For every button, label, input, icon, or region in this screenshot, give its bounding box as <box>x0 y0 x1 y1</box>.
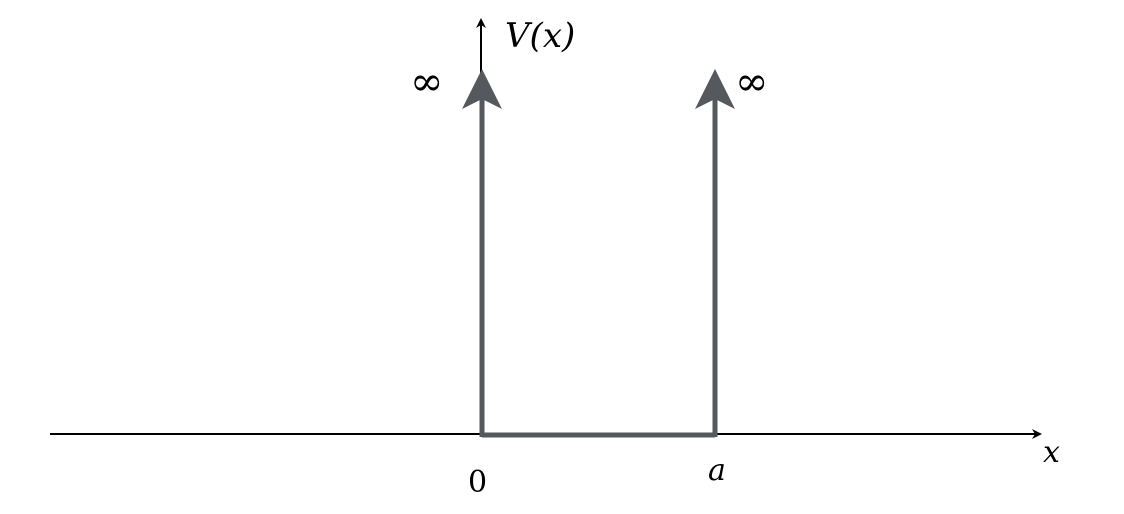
y-axis-label: V(x) <box>505 16 575 56</box>
left-infinity-label: ∞ <box>410 59 443 105</box>
origin-label: 0 <box>468 465 487 500</box>
width-label: a <box>708 453 726 488</box>
x-axis-label: x <box>1043 435 1060 470</box>
right-infinity-label: ∞ <box>735 59 768 105</box>
